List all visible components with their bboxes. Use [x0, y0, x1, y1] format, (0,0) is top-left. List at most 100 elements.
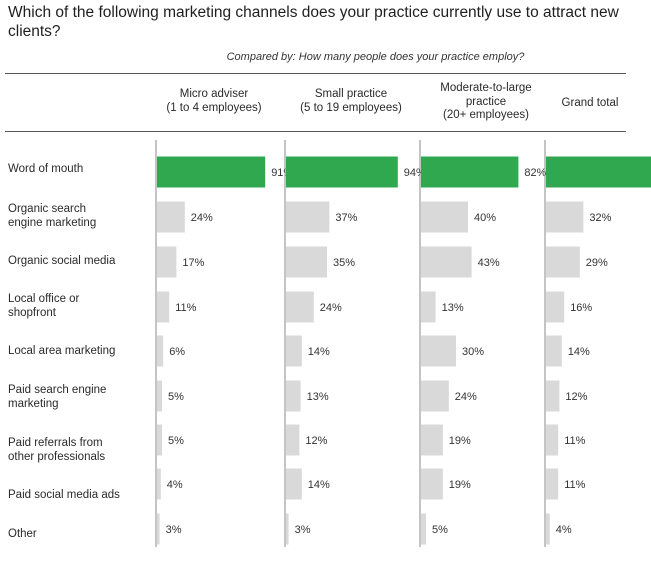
data-label: 37%: [335, 212, 357, 224]
data-label: 43%: [478, 257, 500, 269]
chart-title: Which of the following marketing channel…: [8, 4, 619, 40]
row-label-line: Organic social media: [8, 255, 116, 267]
row-label: Organic search engine marketing: [8, 203, 153, 230]
row-label: Local office or shopfront: [8, 293, 153, 320]
bar: [286, 424, 300, 456]
bar: [421, 291, 436, 323]
data-label: 30%: [462, 346, 484, 358]
row-label: Other: [8, 528, 153, 542]
data-label: 4%: [556, 524, 572, 536]
bar: [421, 468, 443, 500]
data-label: 6%: [169, 346, 185, 358]
column-header-line: (5 to 19 employees): [300, 101, 402, 114]
bar: [421, 246, 472, 278]
data-label: 13%: [307, 391, 329, 403]
data-label: 16%: [570, 302, 592, 314]
data-label: 4%: [167, 479, 183, 491]
bar: [157, 291, 170, 323]
bar: [546, 468, 559, 500]
bar: [286, 201, 330, 233]
data-label: 5%: [432, 524, 448, 536]
bar: [421, 201, 468, 233]
data-label: 12%: [565, 391, 587, 403]
header-bottom-rule: [5, 131, 626, 132]
row-label-line: Paid social media ads: [8, 489, 120, 501]
row-label-line: marketing: [8, 397, 59, 410]
column-header-line: (20+ employees): [443, 109, 529, 121]
data-label: 40%: [474, 212, 496, 224]
column-header-line: Grand total: [561, 97, 619, 109]
data-label: 19%: [449, 479, 471, 491]
row-label-line: other professionals: [8, 450, 106, 463]
data-label: 3%: [295, 524, 311, 536]
row-label: Paid referrals from other professionals: [8, 437, 153, 464]
row-label-line: Local area marketing: [8, 345, 116, 357]
bar: [157, 513, 160, 545]
bar: [286, 380, 301, 412]
data-label: 14%: [308, 479, 330, 491]
bar: [546, 291, 565, 323]
row-label-line: Paid referrals from: [8, 437, 103, 449]
data-label: 5%: [168, 435, 184, 447]
data-label: 24%: [455, 391, 477, 403]
data-label: 17%: [182, 257, 204, 269]
data-label: 13%: [442, 302, 464, 314]
chart-subtitle: Compared by: How many people does your p…: [226, 51, 525, 63]
data-label: 11%: [175, 302, 196, 314]
column-header-line: Small practice: [314, 88, 388, 100]
data-label: 11%: [564, 435, 585, 447]
column-header: Micro adviser (1 to 4 employees): [149, 88, 279, 115]
bar: [546, 201, 584, 233]
bar: [157, 335, 164, 367]
row-label: Word of mouth: [8, 163, 153, 177]
row-label: Paid social media ads: [8, 489, 153, 503]
bar: [286, 291, 314, 323]
data-label: 5%: [168, 391, 184, 403]
bar: [421, 156, 519, 188]
data-label: 82%: [524, 167, 546, 179]
bar: [157, 201, 185, 233]
data-label: 14%: [308, 346, 330, 358]
data-label: 29%: [586, 257, 608, 269]
data-label: 35%: [333, 257, 355, 269]
bar: [286, 335, 302, 367]
bar: [421, 424, 443, 456]
row-label: Local area marketing: [8, 345, 153, 359]
bar: [157, 246, 177, 278]
data-label: 19%: [449, 435, 471, 447]
data-label: 14%: [568, 346, 590, 358]
bar: [546, 156, 651, 188]
row-label-line: Other: [8, 528, 37, 540]
column-header: Grand total: [525, 97, 651, 111]
column-header-line: Moderate-to-large: [440, 82, 532, 94]
bar: [546, 424, 559, 456]
column-header: Moderate-to-large practice (20+ employees): [421, 82, 551, 123]
data-label: 32%: [589, 212, 611, 224]
row-label: Organic social media: [8, 255, 153, 269]
bar: [421, 380, 449, 412]
row-label-line: engine marketing: [8, 216, 97, 229]
data-label: 12%: [305, 435, 327, 447]
header-top-rule: [5, 73, 626, 74]
row-label-line: Paid search engine: [8, 384, 107, 396]
column-header-line: Micro adviser: [179, 88, 249, 100]
bar: [157, 468, 161, 500]
row-label-line: Local office or: [8, 293, 80, 305]
bar: [546, 246, 580, 278]
bar: [546, 380, 560, 412]
column-header: Small practice (5 to 19 employees): [286, 88, 416, 115]
row-label-line: shopfront: [8, 306, 56, 319]
column-header-line: practice: [465, 95, 507, 108]
bar: [286, 468, 302, 500]
bar: [421, 513, 426, 545]
row-label-line: Word of mouth: [8, 163, 84, 175]
row-label: Paid search engine marketing: [8, 384, 153, 411]
column-header-line: (1 to 4 employees): [166, 101, 262, 114]
data-label: 24%: [191, 212, 213, 224]
row-label-line: Organic search: [8, 203, 86, 215]
bar: [157, 424, 162, 456]
bar: [286, 246, 327, 278]
data-label: 11%: [564, 479, 585, 491]
bar: [286, 513, 289, 545]
